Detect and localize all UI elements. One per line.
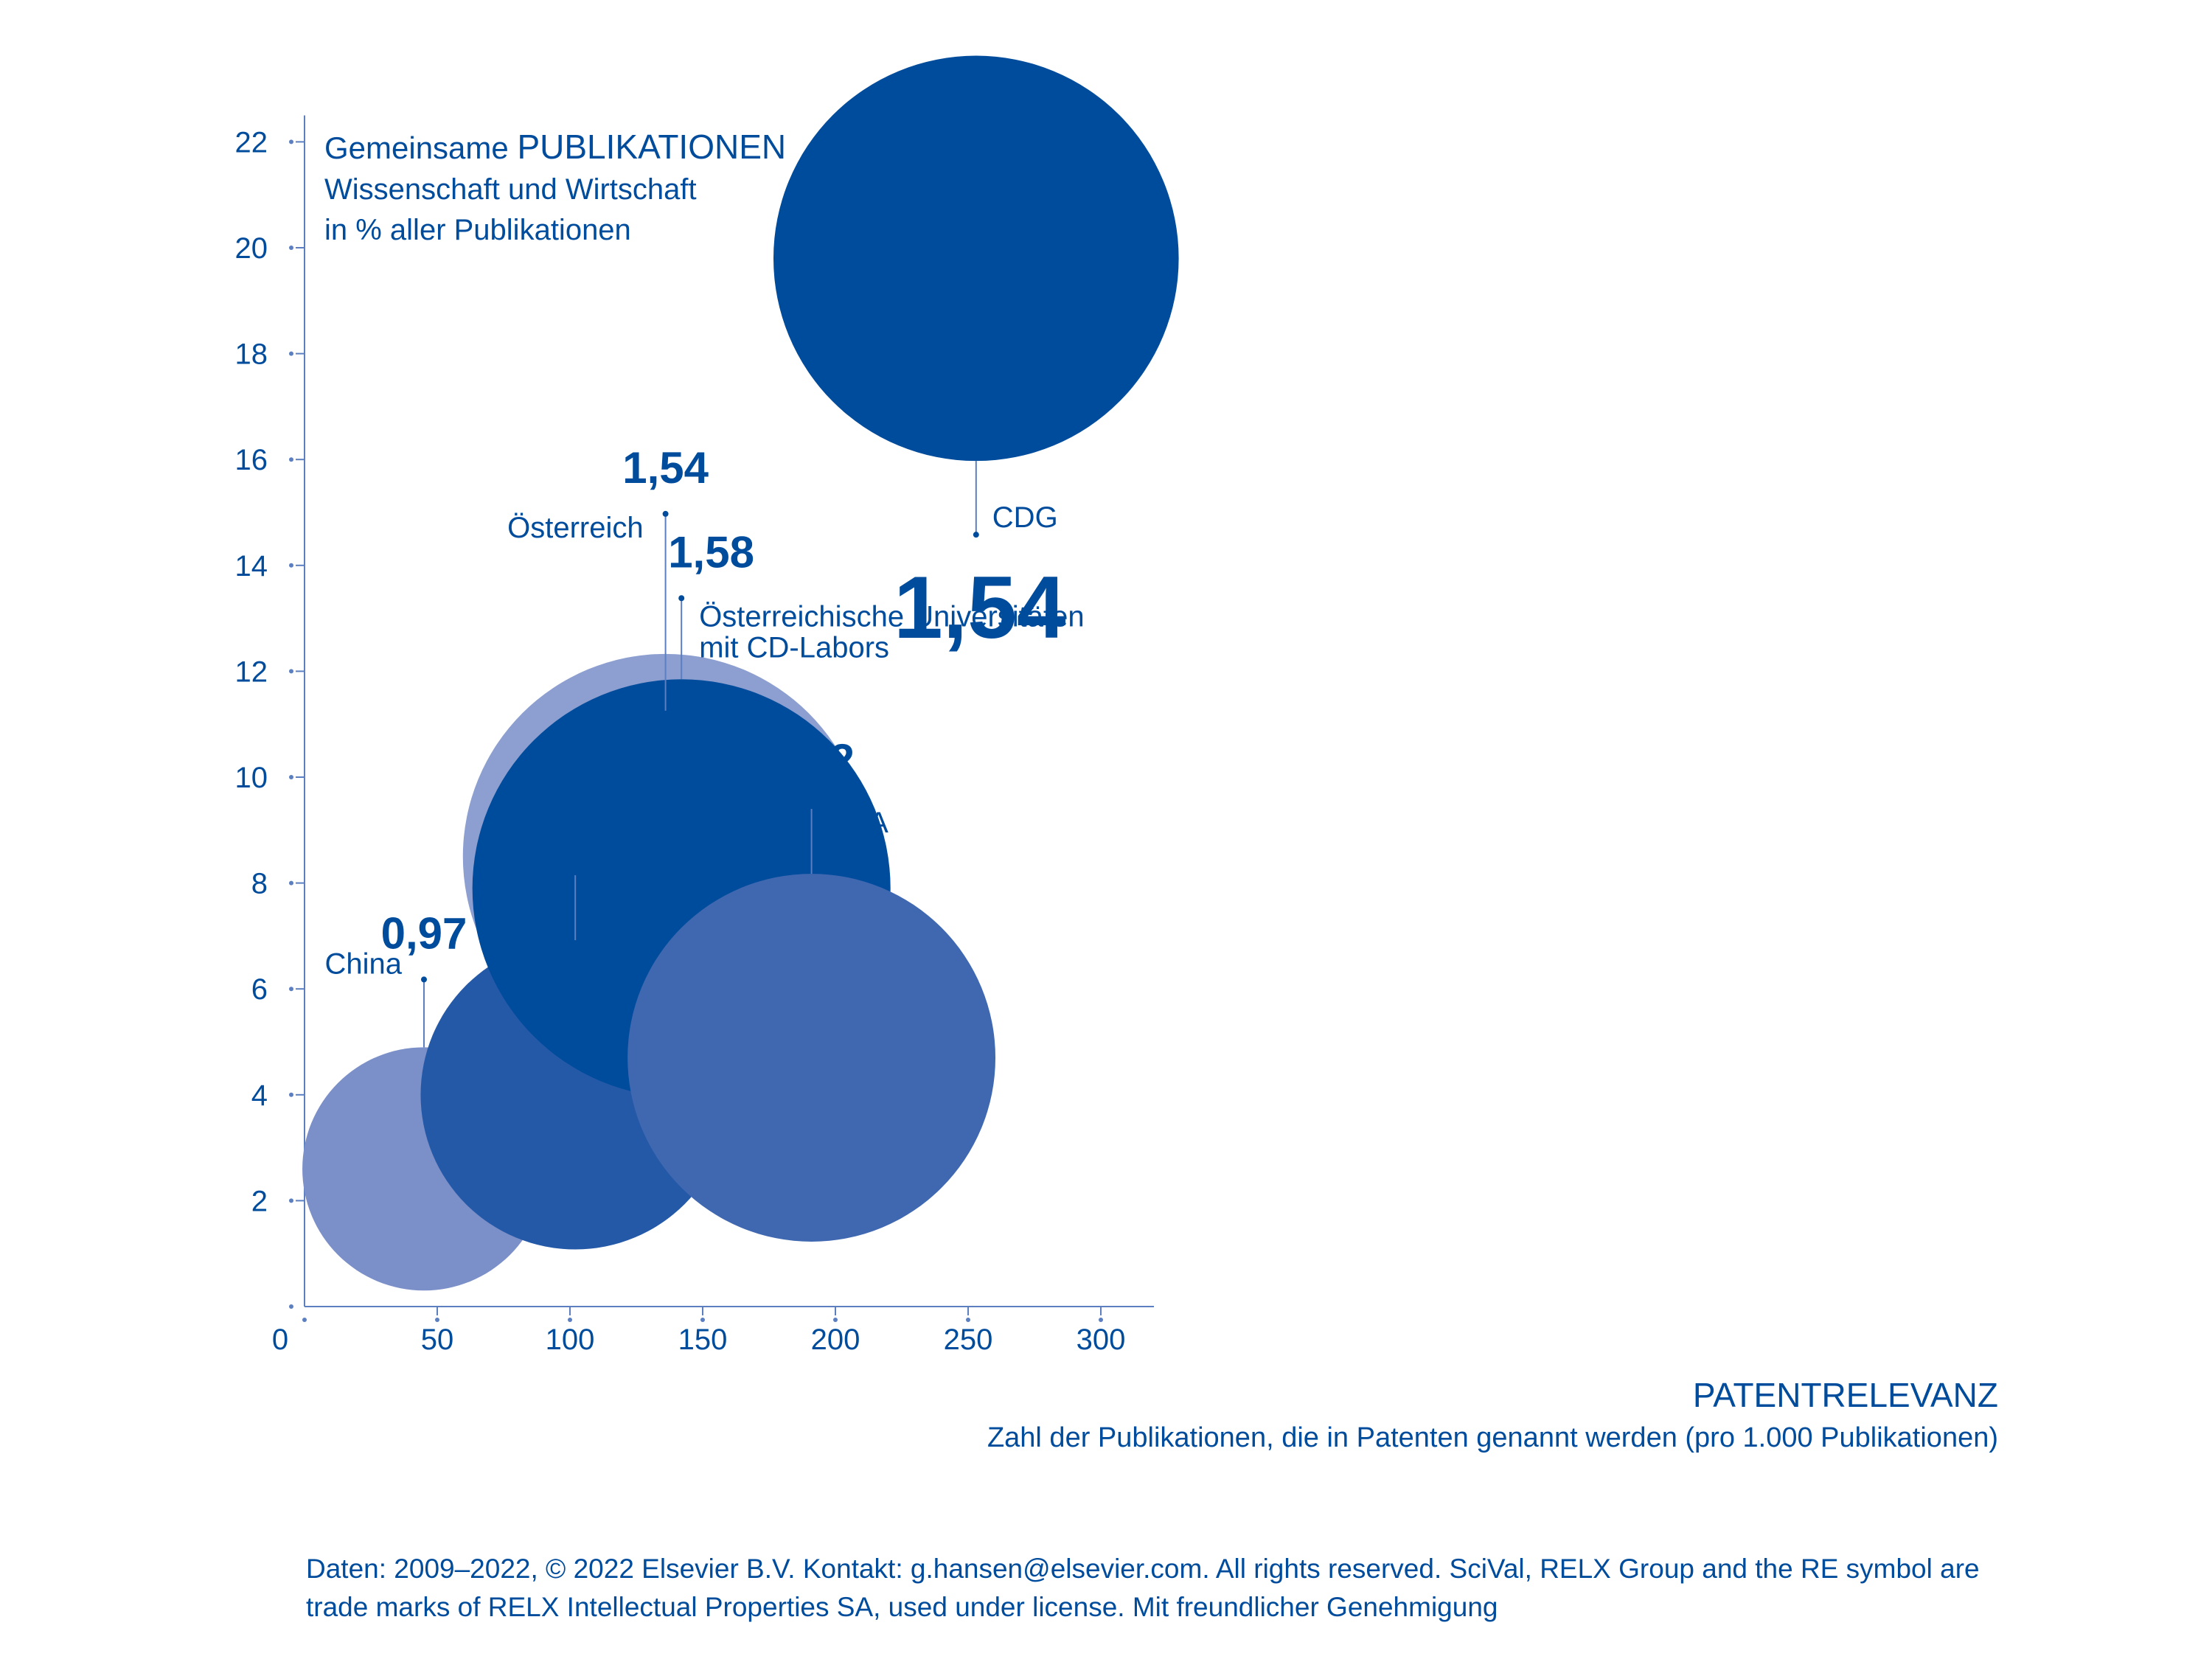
point-label: CDG <box>992 501 1058 534</box>
y-tick-label: 10 <box>235 762 268 794</box>
y-tick-dot <box>289 987 293 992</box>
y-axis-title-prefix: Gemeinsame <box>324 131 517 165</box>
point-label: mit CD-Labors <box>699 631 889 664</box>
y-axis-title-line3: in % aller Publikationen <box>324 214 631 246</box>
y-tick-dot <box>289 775 293 779</box>
y-axis-title-emphasis: PUBLIKATIONEN <box>517 128 786 166</box>
y-tick-label: 22 <box>235 126 268 159</box>
x-tick-dot <box>435 1318 439 1322</box>
x-tick-dot <box>966 1318 970 1322</box>
y-tick-label: 4 <box>251 1079 268 1112</box>
y-tick-dot <box>289 563 293 568</box>
axes: 2 4 6 8 10 12 14 16 18 20 22 0 50 100 150 200 250 300 <box>235 115 1154 1356</box>
y-tick-label: 20 <box>235 232 268 265</box>
leader-dot <box>572 869 579 876</box>
x-tick-label: 150 <box>678 1324 728 1356</box>
point-value: 1,54 <box>894 558 1066 657</box>
y-tick-dot <box>289 1092 293 1097</box>
leader-dot <box>678 595 685 602</box>
source-note-line2: trade marks of RELX Intellectual Propert… <box>306 1592 1498 1622</box>
y-axis-title-line1: Gemeinsame PUBLIKATIONEN <box>324 128 786 166</box>
x-tick-dot <box>833 1318 838 1322</box>
y-tick-label: 12 <box>235 655 268 688</box>
leader-dot <box>662 510 669 517</box>
y-tick-dot <box>289 139 293 145</box>
y-tick-label: 14 <box>235 550 268 582</box>
y-tick-label: 6 <box>251 973 268 1006</box>
bubble-4 <box>627 874 996 1242</box>
y-tick-dot <box>289 351 293 356</box>
y-tick-dot <box>289 880 293 886</box>
y-tick-dot <box>289 457 293 462</box>
y-tick-dot <box>289 1198 293 1203</box>
x-tick-dot <box>1099 1318 1103 1322</box>
leader-dot <box>973 532 979 538</box>
y-tick-dot <box>289 669 293 674</box>
point-label: EU <box>512 841 554 873</box>
leader-dot <box>421 976 427 983</box>
y-tick-label: 16 <box>235 444 268 476</box>
point-value: 0,97 <box>381 908 467 958</box>
point-label: China <box>324 947 402 980</box>
x-tick-label: 300 <box>1077 1324 1126 1356</box>
x-tick-dot <box>568 1318 572 1322</box>
point-label: USA <box>828 807 889 839</box>
source-note-line1: Daten: 2009–2022, © 2022 Elsevier B.V. K… <box>306 1554 1980 1584</box>
point-value: 1,54 <box>622 443 709 493</box>
point-label: Österreich <box>507 512 644 544</box>
x-axis-title-line2: Zahl der Publikationen, die in Patenten … <box>987 1422 1998 1453</box>
y-tick-label: 2 <box>251 1185 268 1217</box>
bubble-5 <box>773 55 1179 462</box>
bubbles <box>302 55 1179 1291</box>
x-tick-label: 0 <box>272 1324 288 1356</box>
x-tick-label: 200 <box>811 1324 860 1356</box>
x-tick-dot <box>302 1318 307 1322</box>
y-axis-title-line2: Wissenschaft und Wirtschaft <box>324 173 697 206</box>
x-tick-label: 50 <box>421 1324 454 1356</box>
point-value: 1,58 <box>668 527 754 577</box>
point-label: Österreichische Universitäten <box>699 600 1084 633</box>
point-value: 1,22 <box>532 801 619 851</box>
point-value: 1,42 <box>768 735 855 785</box>
x-tick-label: 100 <box>546 1324 595 1356</box>
y-tick-dot <box>289 246 293 250</box>
y-tick-dot <box>289 1304 293 1309</box>
y-tick-label: 18 <box>235 338 268 371</box>
leader-dot <box>808 803 815 810</box>
x-axis-title-line1: PATENTRELEVANZ <box>1693 1376 1998 1414</box>
y-tick-label: 8 <box>251 868 268 900</box>
x-tick-dot <box>700 1318 705 1322</box>
x-tick-label: 250 <box>944 1324 993 1356</box>
